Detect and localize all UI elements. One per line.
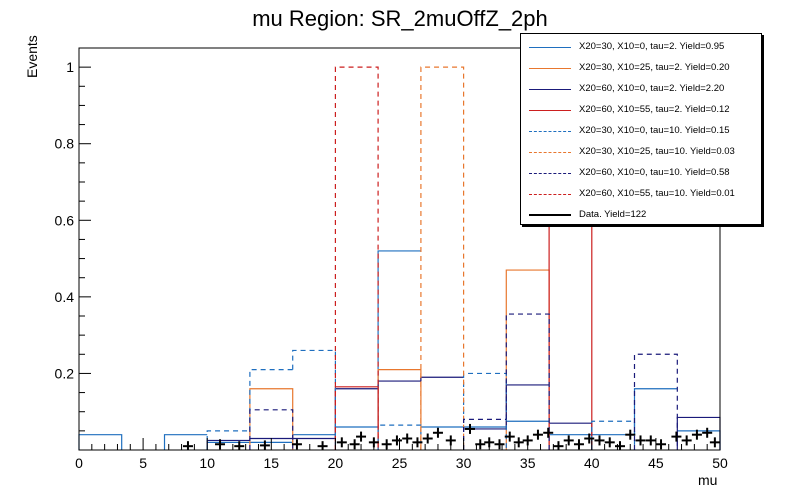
data-point <box>645 435 656 446</box>
data-point <box>691 429 702 440</box>
legend: X20=30, X10=0, tau=2. Yield=0.95 X20=30,… <box>520 33 762 225</box>
legend-swatch <box>529 110 571 111</box>
data-point <box>182 441 193 450</box>
data-point <box>543 427 554 438</box>
legend-label: X20=30, X10=25, tau=2. Yield=0.20 <box>579 62 730 73</box>
legend-item: X20=30, X10=25, tau=2. Yield=0.20 <box>521 59 761 79</box>
data-point <box>702 427 713 438</box>
data-point <box>513 437 524 448</box>
histogram-series-7 <box>334 66 379 450</box>
legend-label: X20=60, X10=55, tau=2. Yield=0.12 <box>579 104 730 115</box>
legend-swatch <box>529 89 571 90</box>
legend-item: X20=30, X10=0, tau=10. Yield=0.15 <box>521 122 761 142</box>
legend-item: X20=60, X10=55, tau=2. Yield=0.12 <box>521 101 761 121</box>
x-axis-ticks: 0 5 10 15 20 25 30 35 40 45 50 <box>75 438 728 471</box>
y-axis-ticks: 0.2 0.4 0.6 0.8 1 <box>55 59 91 451</box>
legend-swatch <box>529 68 571 69</box>
data-point <box>465 423 476 434</box>
data-point <box>584 433 595 444</box>
legend-swatch <box>529 214 571 216</box>
data-point <box>594 435 605 446</box>
legend-item: X20=60, X10=55, tau=10. Yield=0.01 <box>521 185 761 205</box>
data-point <box>563 435 574 446</box>
x-tick-label: 5 <box>139 455 147 471</box>
histogram-series-1 <box>249 269 550 450</box>
y-axis-label: Events <box>24 35 40 78</box>
legend-label: X20=30, X10=0, tau=10. Yield=0.15 <box>579 125 730 136</box>
legend-swatch <box>529 47 571 48</box>
data-point <box>402 433 413 444</box>
histogram-series-6 <box>249 313 678 450</box>
data-point <box>553 441 564 450</box>
data-point <box>604 437 615 448</box>
x-tick-label: 40 <box>584 455 600 471</box>
data-point <box>432 427 443 438</box>
data-point <box>356 431 367 442</box>
data-point <box>494 439 505 450</box>
data-point <box>615 441 626 450</box>
x-tick-label: 45 <box>648 455 664 471</box>
y-tick-label: 0.8 <box>55 136 75 152</box>
legend-item: X20=60, X10=0, tau=2. Yield=2.20 <box>521 80 761 100</box>
data-points-layer <box>182 423 720 450</box>
data-point <box>656 439 667 450</box>
legend-item: X20=60, X10=0, tau=10. Yield=0.58 <box>521 164 761 184</box>
legend-label: Data. Yield=122 <box>579 209 647 220</box>
legend-label: X20=60, X10=0, tau=2. Yield=2.20 <box>579 83 725 94</box>
data-point <box>445 435 456 446</box>
histogram-series-0 <box>78 250 721 450</box>
x-tick-label: 30 <box>456 455 472 471</box>
y-tick-label: 1 <box>66 59 74 75</box>
data-point <box>391 435 402 446</box>
data-point <box>671 431 682 442</box>
legend-item: X20=30, X10=25, tau=10. Yield=0.03 <box>521 143 761 163</box>
legend-label: X20=30, X10=25, tau=10. Yield=0.03 <box>579 146 735 157</box>
legend-label: X20=30, X10=0, tau=2. Yield=0.95 <box>579 41 725 52</box>
y-tick-label: 0.4 <box>55 289 75 305</box>
x-tick-label: 10 <box>199 455 215 471</box>
data-point <box>349 439 360 450</box>
y-tick-label: 0.2 <box>55 365 75 381</box>
legend-label: X20=60, X10=55, tau=10. Yield=0.01 <box>579 188 735 199</box>
x-tick-label: 0 <box>75 455 83 471</box>
legend-swatch <box>529 194 571 195</box>
legend-swatch <box>529 131 571 132</box>
data-point <box>422 433 433 444</box>
x-tick-label: 15 <box>264 455 280 471</box>
data-point <box>412 437 423 448</box>
data-point <box>336 437 347 448</box>
data-point <box>532 429 543 440</box>
x-tick-label: 50 <box>712 455 728 471</box>
histogram-series-5 <box>420 66 465 450</box>
x-tick-label: 35 <box>520 455 536 471</box>
data-point <box>635 435 646 446</box>
x-tick-label: 20 <box>328 455 344 471</box>
data-point <box>234 441 245 450</box>
data-point <box>625 429 636 440</box>
data-point <box>504 431 515 442</box>
data-point <box>259 440 270 450</box>
legend-item: X20=30, X10=0, tau=2. Yield=0.95 <box>521 38 761 58</box>
x-tick-label: 25 <box>392 455 408 471</box>
chart-title: mu Region: SR_2muOffZ_2ph <box>252 6 548 31</box>
data-point <box>709 437 720 448</box>
y-tick-label: 0.6 <box>55 212 75 228</box>
histogram-series-4 <box>206 349 636 450</box>
legend-label: X20=60, X10=0, tau=10. Yield=0.58 <box>579 167 730 178</box>
legend-item: Data. Yield=122 <box>521 206 761 226</box>
x-axis-label: mu <box>698 472 718 488</box>
data-point <box>681 435 692 446</box>
legend-swatch <box>529 173 571 174</box>
legend-swatch <box>529 152 571 153</box>
data-point <box>475 439 486 450</box>
